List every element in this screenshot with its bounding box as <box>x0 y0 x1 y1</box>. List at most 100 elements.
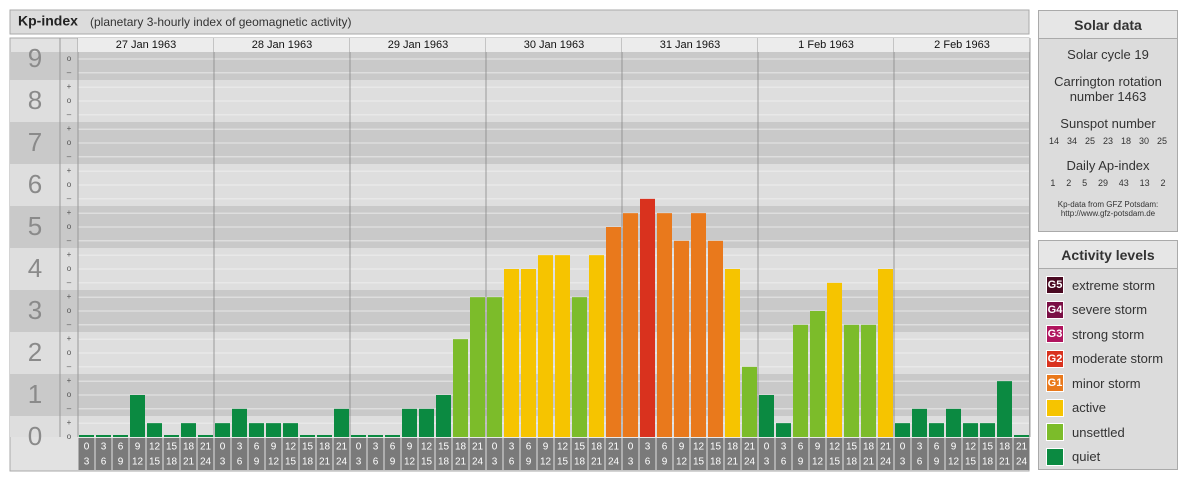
y-minor-tick-label: – <box>67 110 72 119</box>
ap-value: 1 <box>1050 178 1056 188</box>
hour-end: 21 <box>999 457 1011 468</box>
bar <box>691 213 706 437</box>
bar <box>385 435 400 437</box>
hour-start: 6 <box>934 442 940 453</box>
activity-panel: Activity levels G5 extreme storm G4 severe … <box>1038 240 1178 470</box>
carrington-rotation: Carrington rotation number 1463 <box>1054 74 1162 104</box>
hour-start: 12 <box>285 442 297 453</box>
bar <box>895 423 910 437</box>
hour-end: 12 <box>948 457 960 468</box>
hour-cell <box>384 438 401 470</box>
y-minor-tick-label: – <box>67 404 72 413</box>
hour-cell <box>248 438 265 470</box>
hour-cell <box>707 438 724 470</box>
hour-start: 9 <box>951 442 957 453</box>
hour-end: 3 <box>628 457 634 468</box>
hour-cell <box>282 438 299 470</box>
bar <box>504 269 519 437</box>
hour-cell <box>95 438 112 470</box>
hour-start: 18 <box>591 442 603 453</box>
day-header <box>350 38 486 52</box>
hour-end: 9 <box>934 457 940 468</box>
legend-swatch <box>1046 423 1064 442</box>
hour-cell <box>418 438 435 470</box>
hour-end: 6 <box>645 457 651 468</box>
legend-item: unsettled <box>1039 420 1177 445</box>
bar <box>487 297 502 437</box>
sunspot-value: 25 <box>1156 136 1167 146</box>
sunspot-value: 23 <box>1102 136 1113 146</box>
bar <box>283 423 298 437</box>
bar <box>334 408 349 437</box>
bar <box>198 435 213 437</box>
bar <box>878 269 893 437</box>
hour-start: 18 <box>319 442 331 453</box>
y-minor-tick-label: o <box>67 390 72 399</box>
hour-end: 24 <box>200 457 212 468</box>
legend-label: quiet <box>1072 449 1101 465</box>
y-tick-label: 9 <box>28 43 42 73</box>
hour-start: 0 <box>84 442 90 453</box>
hour-end: 9 <box>526 457 532 468</box>
hour-end: 3 <box>356 457 362 468</box>
bar <box>793 324 808 437</box>
hour-cell <box>78 438 95 470</box>
bar <box>606 227 621 437</box>
hour-start: 21 <box>744 442 756 453</box>
hour-end: 21 <box>319 457 331 468</box>
bar <box>538 255 553 437</box>
hour-cell <box>554 438 571 470</box>
hour-start: 21 <box>472 442 484 453</box>
hour-cell <box>928 438 945 470</box>
ap-title: Daily Ap-index <box>1066 158 1150 173</box>
hour-start: 0 <box>900 442 906 453</box>
hour-end: 15 <box>421 457 433 468</box>
hour-cell <box>265 438 282 470</box>
bar <box>113 435 128 437</box>
bar <box>861 324 876 437</box>
y-minor-tick-label: – <box>67 278 72 287</box>
hour-start: 21 <box>200 442 212 453</box>
hour-cell <box>826 438 843 470</box>
hour-cell <box>486 438 503 470</box>
hour-start: 6 <box>254 442 260 453</box>
hour-end: 15 <box>693 457 705 468</box>
hour-end: 18 <box>438 457 450 468</box>
y-tick-label: 7 <box>28 127 42 157</box>
hour-end: 12 <box>132 457 144 468</box>
legend-item: quiet <box>1039 445 1177 470</box>
hour-end: 15 <box>557 457 569 468</box>
hour-start: 6 <box>526 442 532 453</box>
hour-cell <box>452 438 469 470</box>
y-minor-tick-label: – <box>67 362 72 371</box>
bar <box>436 395 451 437</box>
hour-cell <box>1013 438 1030 470</box>
hour-cell <box>758 438 775 470</box>
hour-end: 3 <box>900 457 906 468</box>
bar <box>929 423 944 437</box>
y-minor-tick-label: – <box>67 68 72 77</box>
legend-label: extreme storm <box>1072 277 1156 293</box>
hour-end: 15 <box>149 457 161 468</box>
bar <box>912 408 927 437</box>
day-header <box>486 38 622 52</box>
bar <box>521 269 536 437</box>
hour-start: 15 <box>302 442 314 453</box>
panel-title: Solar data <box>1039 11 1177 39</box>
hour-start: 0 <box>220 442 226 453</box>
hour-cell <box>435 438 452 470</box>
bar <box>266 423 281 437</box>
hour-start: 9 <box>135 442 141 453</box>
hour-end: 24 <box>880 457 892 468</box>
hour-cell <box>996 438 1013 470</box>
y-minor-tick-label: + <box>67 376 72 385</box>
hour-end: 18 <box>710 457 722 468</box>
legend-label: minor storm <box>1072 375 1141 391</box>
legend-label: unsettled <box>1072 424 1125 440</box>
hour-end: 6 <box>101 457 107 468</box>
hour-start: 12 <box>421 442 433 453</box>
chart-title: Kp-index <box>18 13 78 29</box>
day-header <box>894 38 1030 52</box>
legend-swatch <box>1046 398 1064 417</box>
hour-end: 6 <box>917 457 923 468</box>
